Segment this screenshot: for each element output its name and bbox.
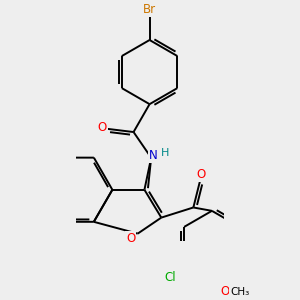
Text: N: N bbox=[148, 149, 157, 162]
Text: O: O bbox=[126, 232, 136, 245]
Text: O: O bbox=[196, 168, 206, 181]
Text: H: H bbox=[161, 148, 170, 158]
Text: CH₃: CH₃ bbox=[230, 287, 249, 297]
Text: O: O bbox=[220, 285, 229, 298]
Text: Cl: Cl bbox=[164, 271, 176, 284]
Text: O: O bbox=[98, 121, 107, 134]
Text: Br: Br bbox=[143, 3, 156, 16]
